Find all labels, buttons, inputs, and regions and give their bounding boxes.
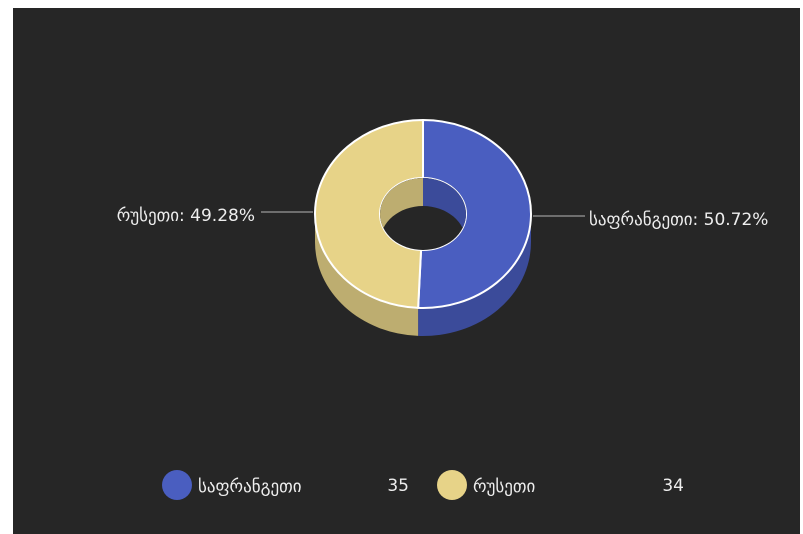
data-label: რუსეთი: 49.28% — [117, 206, 255, 226]
slice-inner-side — [423, 178, 466, 242]
hole-walls — [380, 178, 466, 242]
legend-label: რუსეთი — [473, 477, 535, 497]
legend-value: 35 — [387, 476, 409, 496]
legend-value: 34 — [662, 476, 684, 496]
slice-inner-side — [380, 178, 423, 242]
legend-marker — [437, 470, 467, 500]
data-label: საფრანგეთი: 50.72% — [589, 210, 768, 230]
legend-label: საფრანგეთი — [198, 477, 302, 497]
slice-side — [418, 214, 531, 336]
slice-side — [314, 214, 419, 336]
plot-area: საფრანგეთი: 50.72% რუსეთი: 49.28% საფრანგე… — [117, 119, 768, 500]
slice — [417, 119, 532, 309]
legend-marker — [162, 470, 192, 500]
